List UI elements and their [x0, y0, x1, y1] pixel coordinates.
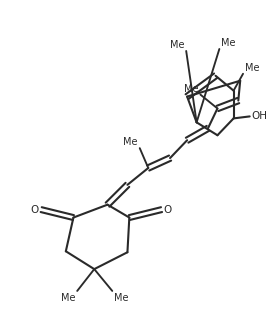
Text: Me: Me [245, 63, 259, 73]
Text: Me: Me [184, 83, 198, 94]
Text: Me: Me [61, 293, 75, 303]
Text: O: O [163, 205, 172, 214]
Text: OH: OH [252, 112, 268, 121]
Text: Me: Me [221, 38, 236, 48]
Text: Me: Me [123, 137, 138, 147]
Text: Me: Me [114, 293, 129, 303]
Text: O: O [30, 205, 38, 214]
Text: Me: Me [170, 40, 184, 50]
